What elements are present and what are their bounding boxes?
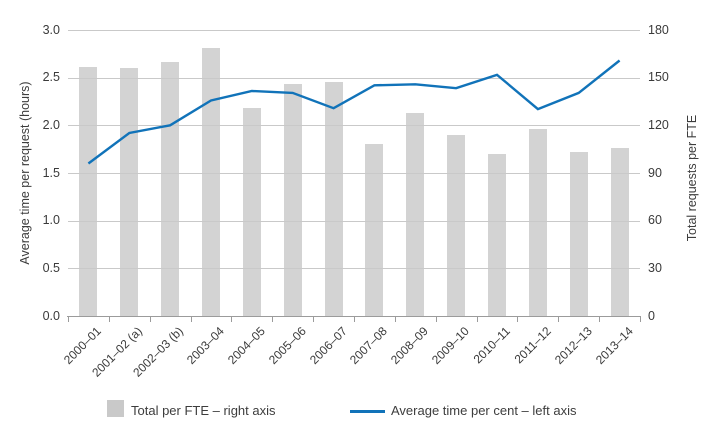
x-axis-tick — [190, 316, 192, 322]
right-axis-tick-label: 90 — [648, 165, 662, 180]
gridline — [68, 220, 640, 222]
bar-2010–11 — [488, 153, 506, 316]
x-axis-tick — [558, 316, 560, 322]
bar-2005–06 — [283, 84, 302, 316]
left-axis-tick-label: 3.0 — [42, 22, 60, 37]
x-axis-tick — [394, 316, 396, 322]
bar-2012–13 — [569, 152, 588, 316]
bar-2004–05 — [242, 107, 261, 316]
left-axis-tick-label: 0.5 — [42, 260, 60, 275]
bar-2013–14 — [610, 147, 629, 316]
bars-layer — [68, 30, 640, 316]
right-axis-tick-label: 150 — [648, 70, 669, 85]
right-axis-tick-label: 60 — [648, 213, 662, 228]
left-axis-tick-label: 1.5 — [42, 165, 60, 180]
gridline — [68, 173, 640, 174]
bar-2003–04 — [202, 47, 220, 316]
right-axis-tick-label: 30 — [648, 260, 662, 275]
legend-line-swatch — [350, 410, 385, 413]
x-axis-tick — [313, 316, 315, 322]
x-axis-tick — [231, 316, 233, 322]
x-axis-tick — [354, 316, 355, 322]
gridline — [68, 268, 640, 270]
legend-bar-label: Total per FTE – right axis — [131, 403, 276, 418]
left-axis-tick-label: 1.0 — [42, 213, 60, 228]
x-axis-tick — [149, 316, 151, 322]
legend-bar-swatch — [107, 400, 124, 417]
right-axis-tick-label: 0 — [648, 308, 655, 323]
x-axis-tick — [476, 316, 478, 322]
gridline — [68, 77, 640, 79]
x-axis-tick — [599, 316, 601, 322]
bar-2000–01 — [79, 66, 98, 316]
x-axis-tick — [640, 316, 641, 322]
legend-line-label: Average time per cent – left axis — [391, 403, 577, 418]
trend-line — [87, 59, 621, 165]
bar-2007–08 — [365, 144, 384, 316]
x-axis-tick — [68, 316, 69, 322]
trend-line-layer — [87, 59, 621, 165]
bar-2006–07 — [324, 82, 343, 316]
x-axis-tick — [517, 316, 519, 322]
left-axis-tick-label: 2.5 — [42, 70, 60, 85]
bar-2009–10 — [447, 134, 466, 316]
x-axis-tick — [435, 316, 437, 322]
left-axis-tick-label: 2.0 — [42, 117, 60, 132]
left-axis-tick-label: 0.0 — [42, 308, 60, 323]
right-axis-tick-label: 120 — [648, 117, 669, 132]
bar-2008–09 — [406, 112, 425, 316]
x-axis-tick — [108, 316, 110, 322]
right-axis-tick-label: 180 — [648, 22, 669, 37]
gridlines-layer — [68, 30, 640, 316]
bar-2001–02 (a) — [120, 68, 139, 316]
gridline — [68, 125, 640, 127]
gridline — [68, 30, 640, 31]
x-axis-tick — [272, 316, 274, 322]
plot-area — [68, 30, 640, 316]
right-axis-title: Total requests per FTE — [685, 114, 699, 242]
